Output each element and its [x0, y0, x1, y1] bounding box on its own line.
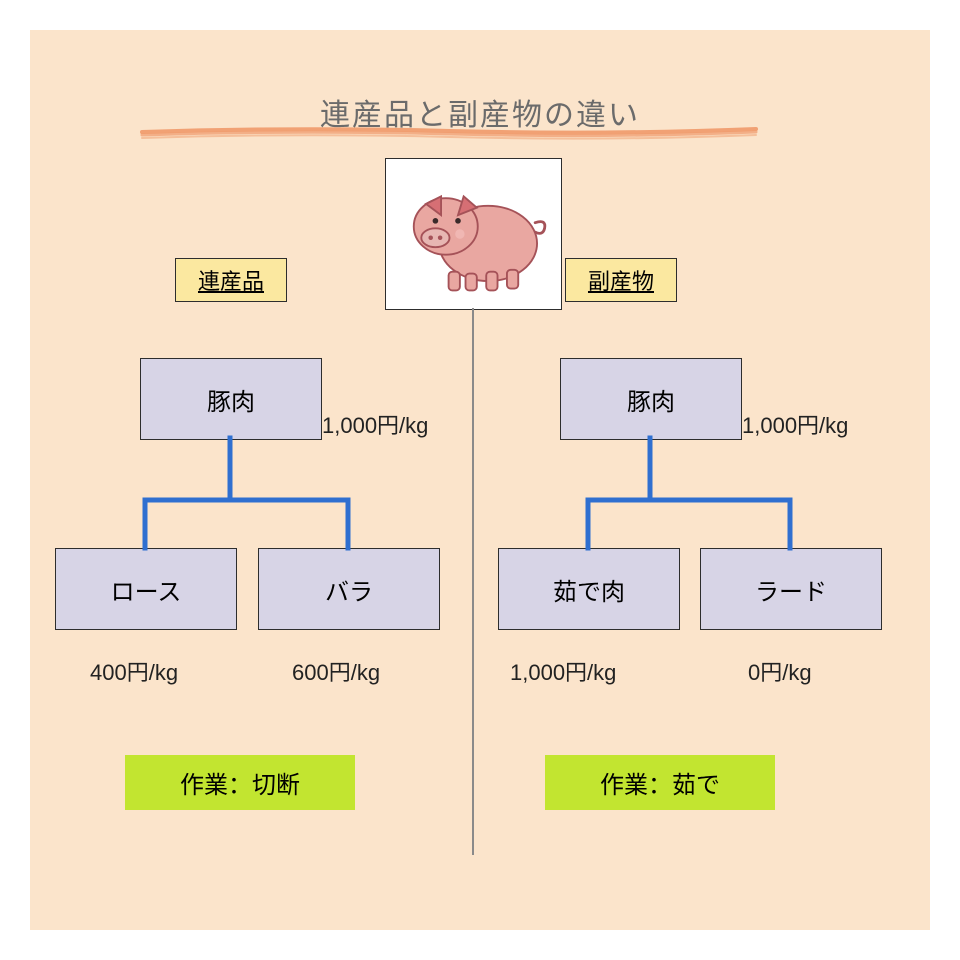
work-label-left: 作業：切断	[125, 755, 355, 810]
diagram-canvas: 連産品と副産物の違い	[0, 0, 960, 960]
connector-right	[0, 0, 960, 960]
work-label-right: 作業：茹で	[545, 755, 775, 810]
